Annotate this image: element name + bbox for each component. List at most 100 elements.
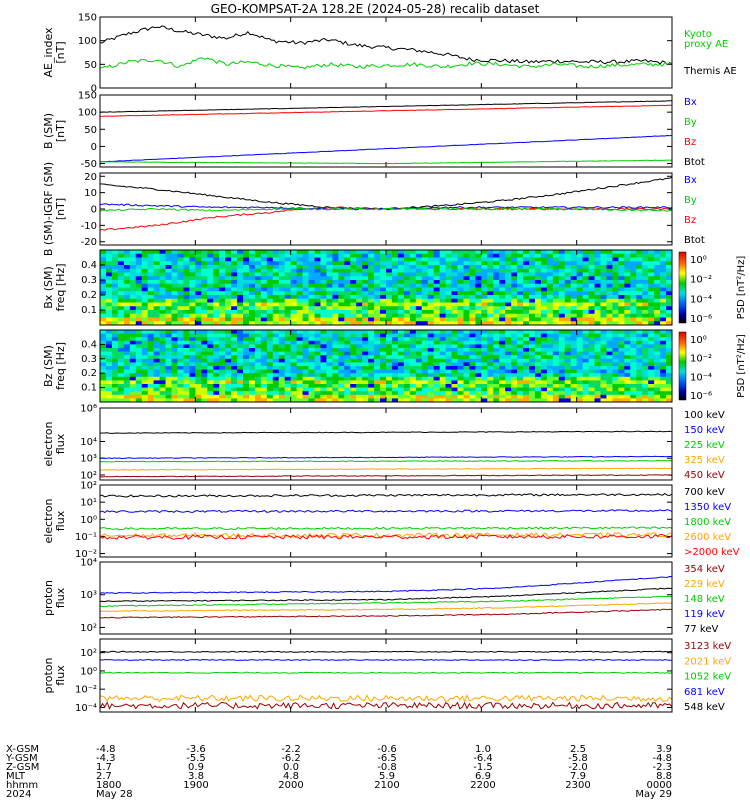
axis-table-cell: 1800: [96, 780, 121, 791]
heatmap-cell: [284, 384, 292, 388]
heatmap-cell: [487, 340, 494, 345]
series-line-btot: [99, 176, 673, 211]
heatmap-cell: [266, 384, 274, 388]
heatmap-cell: [540, 250, 548, 255]
heatmap-cell: [397, 253, 405, 258]
heatmap-cell: [165, 337, 172, 342]
heatmap-cell: [546, 387, 554, 392]
heatmap-cell: [445, 317, 452, 322]
heatmap-cell: [576, 291, 584, 296]
heatmap-cell: [207, 253, 214, 258]
heatmap-cell: [618, 306, 625, 311]
heatmap-cell: [421, 298, 429, 303]
heatmap-cell: [248, 380, 256, 385]
heatmap-cell: [403, 257, 411, 262]
plot-title: GEO-KOMPSAT-2A 128.2E (2024-05-28) recal…: [211, 2, 540, 16]
heatmap-cell: [147, 384, 155, 388]
heatmap-cell: [159, 287, 166, 292]
heatmap-cell: [290, 391, 298, 396]
heatmap-cell: [153, 276, 160, 281]
heatmap-cell: [493, 373, 500, 378]
heatmap-cell: [278, 337, 286, 342]
heatmap-cell: [237, 298, 244, 303]
heatmap-cell: [445, 330, 452, 334]
heatmap-cell: [511, 394, 518, 399]
heatmap-cell: [421, 313, 429, 318]
heatmap-cell: [284, 276, 292, 281]
heatmap-cell: [260, 313, 268, 318]
heatmap-cell: [356, 358, 363, 363]
heatmap-cell: [487, 280, 494, 285]
heatmap-cell: [588, 348, 595, 352]
heatmap-cell: [666, 310, 673, 315]
heatmap-cell: [552, 344, 560, 349]
heatmap-cell: [505, 321, 512, 326]
heatmap-cell: [123, 376, 131, 381]
heatmap-cell: [374, 310, 381, 315]
heatmap-cell: [582, 291, 589, 296]
axis-table-cell: 6.9: [475, 771, 491, 782]
heatmap-cell: [546, 317, 554, 322]
heatmap-cell: [517, 268, 524, 273]
heatmap-cell: [618, 302, 625, 307]
heatmap-cell: [105, 358, 113, 363]
legend-entry: Bx: [684, 97, 697, 108]
heatmap-cell: [511, 366, 518, 370]
heatmap-cell: [272, 310, 280, 315]
legend-entry: 700 keV: [684, 487, 725, 498]
heatmap-cell: [284, 362, 292, 367]
heatmap-cell: [397, 250, 405, 255]
heatmap-cell: [284, 369, 292, 374]
heatmap-cell: [570, 337, 578, 342]
heatmap-cell: [183, 380, 190, 385]
heatmap-cell: [201, 348, 208, 352]
heatmap-cell: [499, 261, 506, 266]
heatmap-cell: [463, 398, 470, 403]
heatmap-cell: [362, 373, 369, 378]
heatmap-cell: [183, 369, 190, 374]
heatmap-cell: [475, 298, 482, 303]
heatmap-cell: [308, 250, 315, 255]
heatmap-cell: [171, 268, 178, 273]
heatmap-cell: [320, 340, 327, 345]
heatmap-cell: [630, 276, 637, 281]
heatmap-cell: [588, 321, 595, 326]
heatmap-cell: [511, 373, 518, 378]
heatmap-cell: [594, 348, 601, 352]
axis-row-label: hhmm: [6, 780, 38, 791]
heatmap-cell: [302, 313, 309, 318]
heatmap-cell: [368, 380, 375, 385]
heatmap-cell: [499, 387, 506, 392]
heatmap-cell: [439, 387, 446, 392]
heatmap-cell: [195, 376, 202, 381]
heatmap-cell: [171, 265, 178, 270]
heatmap-cell: [195, 276, 202, 281]
heatmap-cell: [362, 313, 369, 318]
heatmap-cell: [618, 257, 625, 262]
heatmap-cell: [421, 366, 429, 370]
heatmap-cell: [624, 391, 631, 396]
colorbar-tick: 10⁻²: [690, 354, 712, 365]
heatmap-cell: [231, 394, 238, 399]
heatmap-cell: [344, 330, 351, 334]
heatmap-cell: [618, 358, 625, 363]
heatmap-cell: [529, 298, 536, 303]
heatmap-cell: [141, 340, 149, 345]
heatmap-cell: [231, 387, 238, 392]
heatmap-cell: [588, 306, 595, 311]
heatmap-cell: [445, 337, 452, 342]
heatmap-cell: [207, 280, 214, 285]
heatmap-cell: [332, 287, 339, 292]
heatmap-cell: [439, 344, 446, 349]
heatmap-cell: [445, 373, 452, 378]
heatmap-cell: [433, 268, 441, 273]
heatmap-cell: [386, 261, 393, 266]
heatmap-cell: [135, 276, 143, 281]
heatmap-cell: [284, 291, 292, 296]
panel-bigrf: B (SM)-IGRF (SM) [nT]20100-10-20BxByBzBto…: [42, 162, 705, 256]
heatmap-cell: [439, 272, 446, 277]
heatmap-cell: [105, 348, 113, 352]
heatmap-cell: [415, 384, 423, 388]
heatmap-cell: [558, 272, 566, 277]
